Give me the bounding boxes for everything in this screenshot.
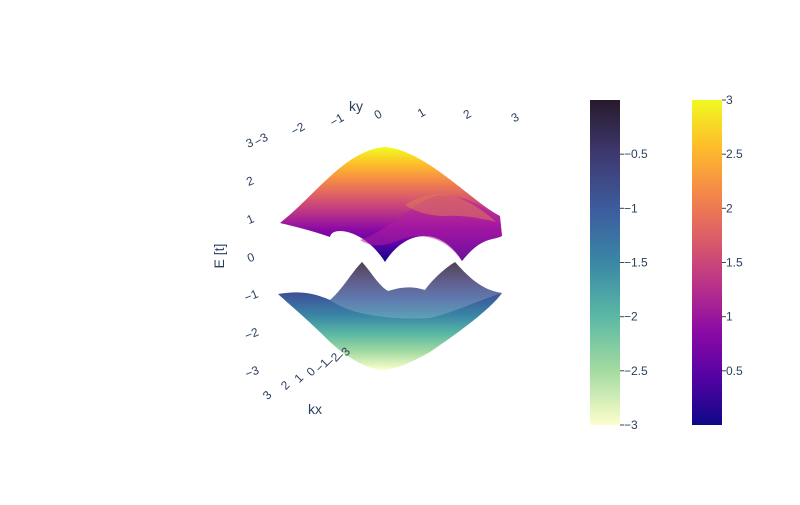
colorbar-tick-label: −1 bbox=[624, 201, 638, 215]
colorbar-tick-label: 3 bbox=[726, 93, 733, 107]
ky-tick-label: −2 bbox=[288, 119, 307, 138]
ky-tick-label: 3 bbox=[509, 110, 522, 126]
kx-tick-label: 1 bbox=[291, 371, 306, 386]
ky-tick-label: 1 bbox=[415, 105, 428, 121]
colorbar-tick-label: 2 bbox=[726, 201, 733, 215]
lower-band-surface bbox=[278, 262, 502, 370]
colorbar-tick-label: 2.5 bbox=[726, 147, 743, 161]
z-axis-ticks: −3 −2 −1 0 1 2 3 bbox=[242, 135, 261, 381]
surface-upper-band bbox=[280, 147, 502, 262]
colorbar-tick-label: −2 bbox=[624, 310, 638, 324]
z-tick-label: 1 bbox=[245, 211, 257, 227]
kx-tick-label: 2 bbox=[278, 378, 293, 393]
z-tick-label: −2 bbox=[243, 325, 261, 343]
upper-band-highlight bbox=[405, 194, 496, 222]
z-tick-label: 0 bbox=[245, 250, 257, 266]
surface-lower-band bbox=[278, 262, 502, 370]
colorbar-tick-label: 0.5 bbox=[726, 364, 743, 378]
upper-band-colorbar-bar bbox=[692, 100, 722, 425]
z-tick-label: 2 bbox=[244, 173, 256, 189]
z-tick-label: 3 bbox=[244, 135, 256, 151]
kx-tick-label: 3 bbox=[260, 388, 275, 403]
lower-band-shade bbox=[330, 262, 502, 319]
ky-tick-label: 0 bbox=[372, 107, 385, 123]
lower-band-colorbar-ticks: −0.5 −1 −1.5 −2 −2.5 −3 bbox=[620, 147, 648, 432]
ky-tick-label: 2 bbox=[461, 106, 474, 122]
upper-band-colorbar[interactable]: 0.5 1 1.5 2 2.5 3 bbox=[692, 93, 743, 425]
lower-band-colorbar-bar bbox=[590, 100, 620, 425]
ky-axis-title: ky bbox=[349, 98, 363, 114]
ky-axis-ticks: −3 −2 −1 0 1 2 3 bbox=[252, 105, 522, 149]
z-tick-label: −1 bbox=[242, 287, 260, 305]
lower-band-colorbar[interactable]: −0.5 −1 −1.5 −2 −2.5 −3 bbox=[590, 100, 648, 432]
colorbar-tick-label: −3 bbox=[624, 418, 638, 432]
upper-band-colorbar-ticks: 0.5 1 1.5 2 2.5 3 bbox=[722, 93, 743, 378]
z-tick-label: −3 bbox=[243, 363, 261, 381]
kx-axis-title: kx bbox=[308, 401, 322, 417]
colorbar-tick-label: −1.5 bbox=[624, 256, 648, 270]
ky-tick-label: −1 bbox=[327, 110, 346, 129]
colorbar-tick-label: 1 bbox=[726, 310, 733, 324]
colorbar-tick-label: 1.5 bbox=[726, 256, 743, 270]
colorbar-tick-label: −0.5 bbox=[624, 147, 648, 161]
colorbar-tick-label: −2.5 bbox=[624, 364, 648, 378]
z-axis: E [t] −3 −2 −1 0 1 2 3 bbox=[211, 135, 261, 381]
ky-tick-label: −3 bbox=[252, 130, 271, 149]
ky-axis: ky −3 −2 −1 0 1 2 3 bbox=[252, 98, 522, 149]
z-axis-title: E [t] bbox=[211, 244, 227, 269]
